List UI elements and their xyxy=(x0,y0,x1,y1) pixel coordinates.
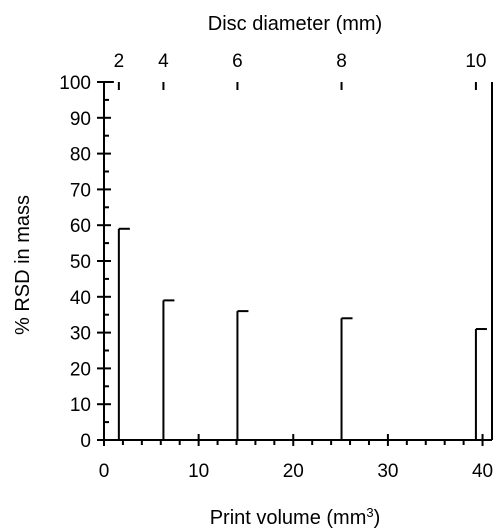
y-tick-label: 30 xyxy=(70,324,91,345)
top-tick-label: 4 xyxy=(158,51,169,72)
y-tick-label: 20 xyxy=(70,359,91,380)
x-tick-label: 0 xyxy=(99,461,110,482)
top-tick-label: 6 xyxy=(232,51,243,72)
y-tick-label: 50 xyxy=(70,252,91,273)
y-axis-title: % RSD in mass xyxy=(12,195,34,335)
x-axis-title: Print volume (mm3) xyxy=(210,505,381,529)
bars-group xyxy=(117,227,487,440)
x-tick-label: 20 xyxy=(283,461,304,482)
y-tick-label: 90 xyxy=(70,109,91,130)
top-axis: 2 4 6 8 10 xyxy=(104,51,486,90)
top-tick-label: 8 xyxy=(336,51,347,72)
top-axis-title: Disc diameter (mm) xyxy=(208,13,382,35)
y-tick-label: 40 xyxy=(70,288,91,309)
y-tick-label: 0 xyxy=(80,431,91,452)
top-tick-label: 10 xyxy=(465,51,486,72)
plot-frame xyxy=(103,82,493,446)
y-axis: 0 10 20 30 40 50 60 70 80 90 100 xyxy=(59,73,111,452)
x-tick-label: 40 xyxy=(472,461,493,482)
x-axis-title-main: Print volume (mm xyxy=(210,507,367,529)
y-tick-label: 80 xyxy=(70,145,91,166)
y-tick-label: 10 xyxy=(70,395,91,416)
x-axis-title-close: ) xyxy=(374,507,381,529)
top-tick-label: 2 xyxy=(114,51,125,72)
x-tick-label: 10 xyxy=(188,461,209,482)
y-tick-label: 70 xyxy=(70,180,91,201)
x-tick-label: 30 xyxy=(377,461,398,482)
x-axis: 0 10 20 30 40 xyxy=(99,434,493,482)
x-axis-title-sup: 3 xyxy=(366,505,373,520)
y-tick-label: 100 xyxy=(59,73,91,94)
y-tick-label: 60 xyxy=(70,216,91,237)
